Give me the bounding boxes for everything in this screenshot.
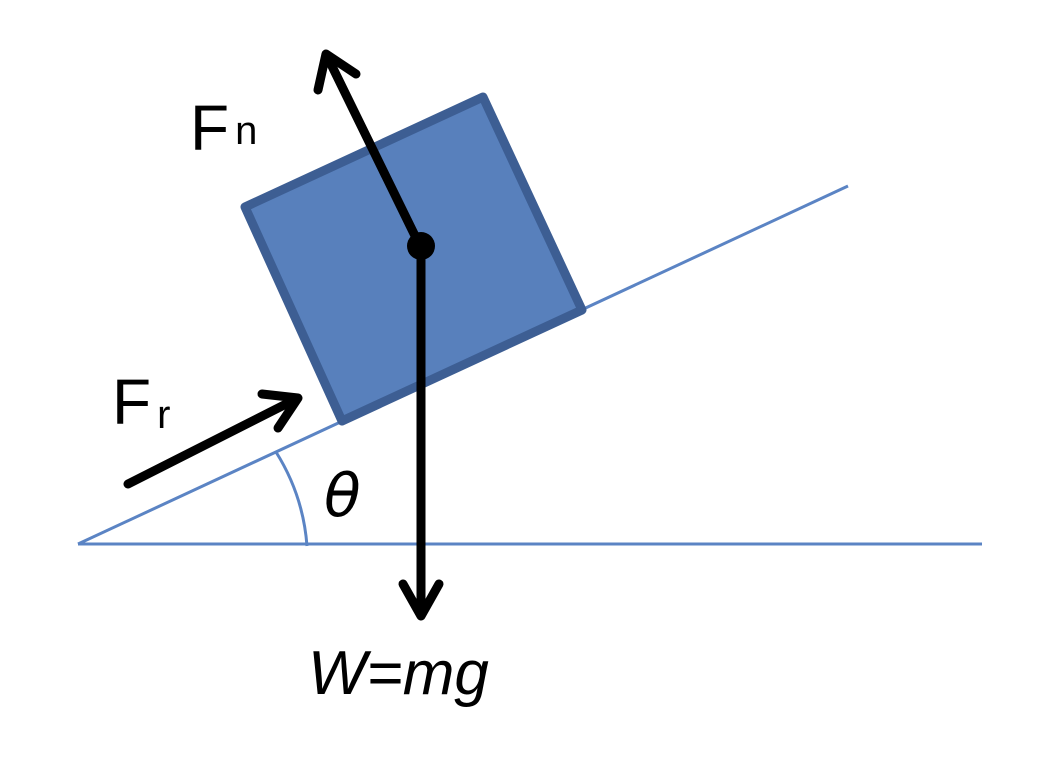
friction-force-subscript: r [157, 393, 170, 437]
center-of-mass-dot [407, 232, 435, 260]
friction-force-symbol: F [112, 366, 151, 438]
normal-force-symbol: F [190, 92, 229, 164]
weight-arrow [398, 241, 444, 621]
block [240, 92, 587, 426]
angle-arc [274, 451, 309, 547]
friction-force-arrow [123, 389, 303, 489]
weight-label: W=mg [308, 639, 489, 708]
normal-force-arrow [313, 49, 425, 251]
angle-label: θ [324, 461, 361, 531]
normal-force-subscript: n [235, 109, 257, 153]
